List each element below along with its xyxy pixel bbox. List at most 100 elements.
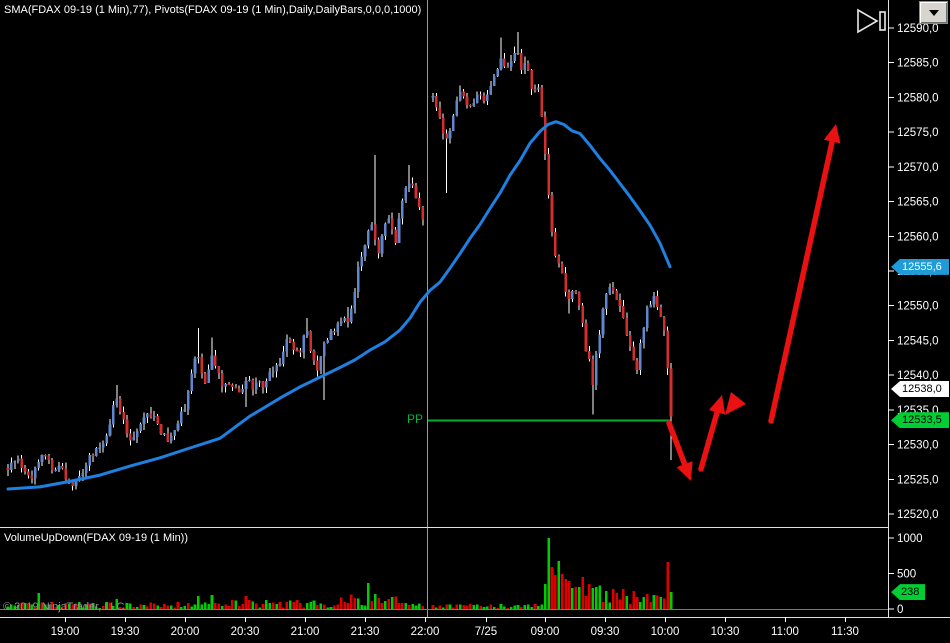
volume-bar [628, 603, 632, 609]
candle-body [234, 386, 238, 389]
last-volume-marker: 238 [891, 584, 925, 601]
candle-body [254, 382, 258, 390]
time-tick-label: 22:00 [411, 626, 440, 638]
candle-body [343, 317, 346, 322]
volume-bar [176, 602, 180, 609]
volume-bar [486, 606, 489, 609]
volume-bar [441, 607, 445, 609]
candle-body [64, 468, 68, 480]
volume-bar [336, 604, 340, 609]
volume-bar [472, 604, 476, 609]
candle-body [207, 369, 210, 383]
price-tick-label: 12530,0 [897, 440, 939, 452]
candle-body [509, 60, 513, 68]
volume-bar [373, 594, 377, 609]
candle-body [367, 230, 370, 246]
candle-body [190, 373, 193, 392]
arrow-shaft [768, 134, 836, 424]
volume-bar [101, 605, 105, 609]
candle-body [30, 475, 34, 479]
candle-body [101, 443, 105, 448]
candle-body [319, 356, 323, 371]
volume-bar [530, 606, 533, 609]
candle-body [649, 304, 652, 308]
candle-body [258, 381, 261, 383]
price-tick-label: 12520,0 [897, 509, 939, 521]
candle-body [669, 368, 673, 417]
volume-bar [254, 603, 258, 609]
candle-body [506, 66, 510, 68]
candle-body [6, 467, 10, 471]
volume-bar [625, 596, 629, 609]
candle-body [23, 467, 27, 472]
volume-bars [6, 538, 673, 609]
candle-body [421, 206, 425, 220]
price-tick-label: 12590,0 [897, 23, 939, 35]
volume-bar [163, 604, 166, 609]
candlesticks [6, 32, 673, 491]
candle-body [407, 183, 411, 188]
candle-body [105, 435, 108, 444]
volume-bar [350, 594, 353, 609]
volume-bar [54, 606, 57, 609]
candle-body [112, 405, 115, 425]
volume-bar [132, 607, 136, 609]
time-tick-label: 10:00 [651, 626, 680, 638]
volume-bar [577, 587, 581, 609]
time-tick-label: 21:00 [291, 626, 320, 638]
candle-body [84, 465, 88, 473]
candle-body [152, 416, 156, 418]
candle-body [356, 266, 360, 293]
candle-body [540, 87, 544, 117]
volume-bar [261, 604, 265, 609]
volume-bar [231, 600, 234, 609]
time-axis[interactable]: 19:00 19:30 20:00 20:30 21:00 21:30 22:00 7/25 0… [51, 617, 859, 638]
candle-body [40, 455, 44, 463]
volume-bar [214, 603, 217, 609]
candle-body [183, 409, 187, 412]
volume-axis[interactable]: 1000 500 0 [888, 533, 923, 616]
candle-body [231, 384, 234, 387]
candle-body [608, 287, 612, 294]
candle-body [176, 423, 180, 431]
price-axis[interactable]: 12590,0 12585,0 12580,0 12575,0 12570,0 12565… [888, 23, 939, 521]
volume-bar [299, 602, 302, 609]
candle-body [458, 91, 462, 101]
volume-bar [333, 605, 336, 609]
candle-body [156, 416, 159, 424]
volume-bar [118, 607, 122, 609]
candle-body [615, 290, 618, 300]
sma-polyline [6, 120, 672, 491]
volume-bar [173, 607, 176, 609]
candle-body [581, 305, 584, 323]
volume-bar [509, 607, 513, 609]
go-to-end-icon[interactable] [856, 8, 888, 34]
candle-body [115, 398, 119, 406]
volume-bar [112, 605, 115, 609]
candle-body [370, 224, 374, 231]
candle-body [166, 433, 170, 441]
volume-bar [115, 599, 119, 609]
volume-bar [543, 584, 547, 609]
volume-bar [74, 603, 78, 609]
volume-bar [492, 607, 496, 609]
volume-bar [414, 605, 418, 609]
volume-bar [166, 605, 170, 609]
candle-body [656, 296, 659, 307]
volume-bar [520, 607, 523, 609]
candle-body [108, 424, 112, 436]
candle-body [564, 273, 567, 293]
volume-bar [506, 607, 510, 609]
candle-body [377, 239, 380, 254]
volume-bar [108, 602, 112, 609]
volume-bar [564, 579, 567, 609]
volume-bar [458, 604, 462, 609]
candle-body [261, 381, 265, 388]
volume-bar [248, 599, 251, 609]
volume-bar [370, 600, 374, 609]
chart-scroll-dropdown-button[interactable] [919, 1, 948, 24]
candle-body [598, 334, 601, 354]
price-tick-label: 12550,0 [897, 301, 939, 313]
